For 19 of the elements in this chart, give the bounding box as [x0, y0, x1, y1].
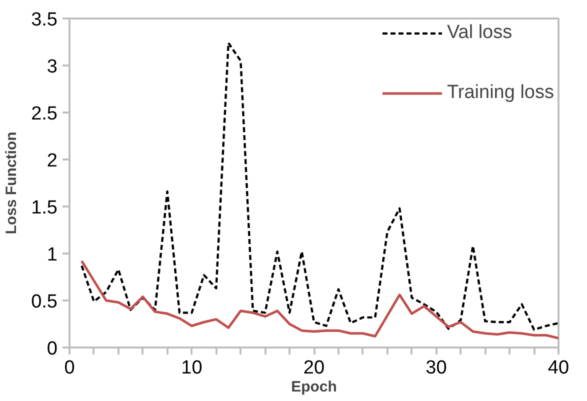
y-tick-label: 2 [46, 150, 58, 172]
line-series [80, 42, 558, 331]
legend-label: Training loss [446, 82, 554, 104]
y-tick-label: 1.5 [31, 198, 58, 218]
y-axis-title: Loss Function [3, 132, 20, 234]
y-tick-label: 1 [46, 244, 58, 266]
y-tick-label: 3.5 [31, 10, 58, 30]
x-tick-label: 40 [548, 358, 570, 378]
x-tick-label: 0 [64, 358, 75, 378]
legend-label: Val loss [446, 22, 512, 44]
x-tick-label: 10 [181, 358, 202, 378]
x-tick-label: 30 [426, 358, 447, 378]
y-tick-label: 2.5 [31, 104, 58, 124]
y-tick-label: 3 [46, 56, 58, 78]
y-tick-label: 0.5 [31, 292, 58, 312]
y-tick-label: 0 [46, 338, 58, 360]
x-tick-label: 20 [303, 358, 325, 378]
line-series [80, 260, 558, 340]
x-axis-title: Epoch [291, 378, 337, 396]
